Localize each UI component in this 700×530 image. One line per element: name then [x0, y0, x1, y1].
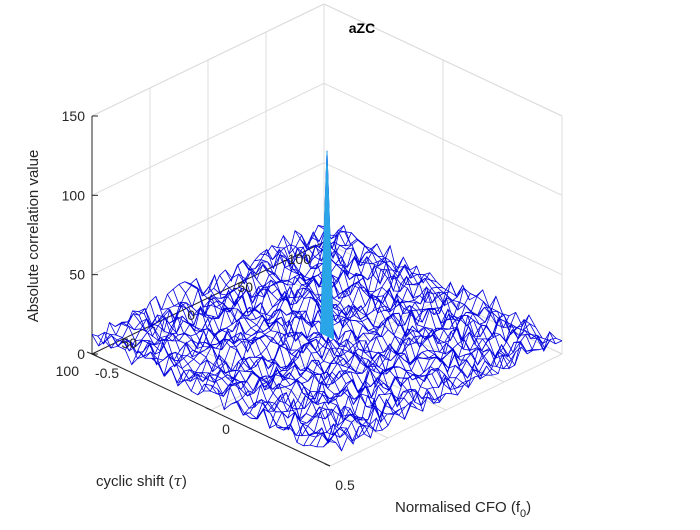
x-axis-label-subscript: 0: [520, 508, 526, 520]
mesh-column-line: [104, 227, 338, 349]
x-axis-label-main: Normalised CFO (f: [395, 499, 521, 516]
y-axis-label-tau: τ: [174, 472, 183, 490]
z-tick-label: 150: [62, 108, 86, 124]
grid-line: [323, 82, 563, 196]
x-tick-label: 0.5: [335, 477, 355, 493]
mesh-column-line: [329, 337, 563, 452]
z-tick-label: 0: [77, 346, 85, 362]
x-tick-label: 0: [222, 421, 230, 437]
tick-labels: 0 50 100 150 -0.5 0 0.5 100 50 0 -50 -100: [56, 108, 355, 493]
y-tick-label: 100: [56, 363, 80, 379]
grid-line: [91, 162, 325, 276]
mesh-column-line: [111, 225, 345, 352]
x-tick-label: -0.5: [95, 365, 119, 381]
y-tick-mark: [91, 353, 98, 357]
grid-line: [91, 82, 325, 196]
mesh-column-line: [309, 329, 543, 446]
mesh-column-line: [190, 272, 424, 392]
x-axis-label: Normalised CFO (f0): [395, 499, 531, 520]
mesh-column-line: [270, 307, 503, 426]
mesh-column-line: [283, 312, 517, 431]
mesh-column-line: [197, 272, 430, 396]
mesh-column-line: [118, 231, 351, 347]
axis-layer: [86, 115, 331, 467]
correlation-peak: [319, 150, 335, 340]
x-tick-mark: [324, 463, 331, 467]
mesh-column-line: [263, 296, 497, 430]
y-axis-label: cyclic shift (τ): [96, 472, 187, 490]
chart-title: aZC: [349, 20, 375, 36]
mesh-column-line: [157, 245, 391, 377]
y-axis-label-main: cyclic shift (: [96, 473, 174, 490]
mesh-column-line: [289, 318, 523, 437]
mesh-column-line: [277, 310, 510, 430]
mesh-column-line: [98, 228, 331, 347]
y-axis-label-close: ): [182, 473, 187, 490]
mesh-row-line: [91, 334, 331, 448]
mesh-column-line: [323, 330, 556, 448]
box-edge: [91, 3, 325, 117]
y-tick-label: 50: [121, 335, 137, 351]
mesh-row-line: [312, 227, 551, 352]
x-axis-label-close: ): [526, 499, 531, 516]
mesh-column-line: [256, 300, 490, 420]
box-edge: [323, 3, 563, 117]
y-tick-label: -50: [233, 279, 253, 295]
z-tick-label: 50: [69, 267, 85, 283]
y-tick-label: -100: [283, 251, 311, 267]
z-tick-label: 100: [62, 187, 86, 203]
mesh-column-line: [230, 285, 464, 405]
mesh-column-line: [250, 289, 484, 420]
mesh-column-line: [144, 243, 378, 366]
mesh-column-line: [138, 245, 371, 357]
mesh-column-line: [316, 334, 549, 447]
x-tick-mark: [86, 351, 93, 355]
y-tick-label: 0: [187, 307, 195, 323]
x-tick-mark: [205, 407, 212, 411]
surface-mesh: [91, 150, 563, 452]
z-axis-label: Absolute correlation value: [25, 150, 42, 323]
mesh-column-line: [164, 256, 398, 377]
mesh-column-line: [91, 224, 325, 345]
mesh-column-line: [223, 281, 457, 410]
grid-line: [323, 162, 563, 276]
mesh-column-line: [184, 263, 417, 382]
